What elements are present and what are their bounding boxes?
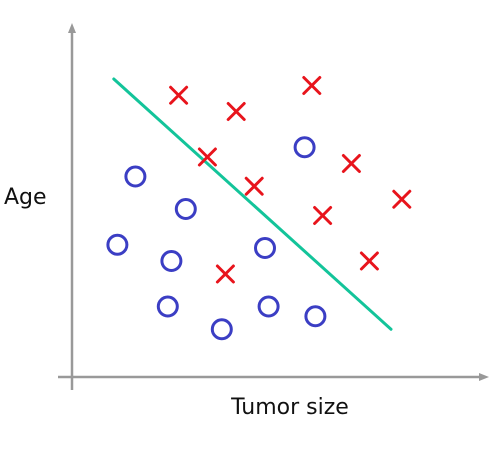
cross-point (228, 104, 244, 120)
cross-point (304, 78, 320, 94)
circle-point (162, 252, 181, 271)
y-axis-label: Age (4, 185, 47, 210)
circle-point (256, 239, 275, 258)
circle-point (126, 167, 145, 186)
cross-point (361, 253, 377, 269)
circle-point (306, 307, 325, 326)
circle-point (212, 320, 231, 339)
cross-point (171, 87, 187, 103)
circle-point (259, 297, 278, 316)
cross-point (217, 266, 233, 282)
cross-point (315, 208, 331, 224)
decision-boundary-line (114, 79, 391, 329)
circle-point (176, 200, 195, 219)
cross-point (394, 191, 410, 207)
plot-area (108, 78, 410, 339)
cross-point (246, 178, 262, 194)
circle-point (108, 235, 127, 254)
cross-point (343, 156, 359, 172)
circle-point (295, 138, 314, 157)
circle-point (158, 297, 177, 316)
x-axis-label: Tumor size (230, 395, 349, 420)
